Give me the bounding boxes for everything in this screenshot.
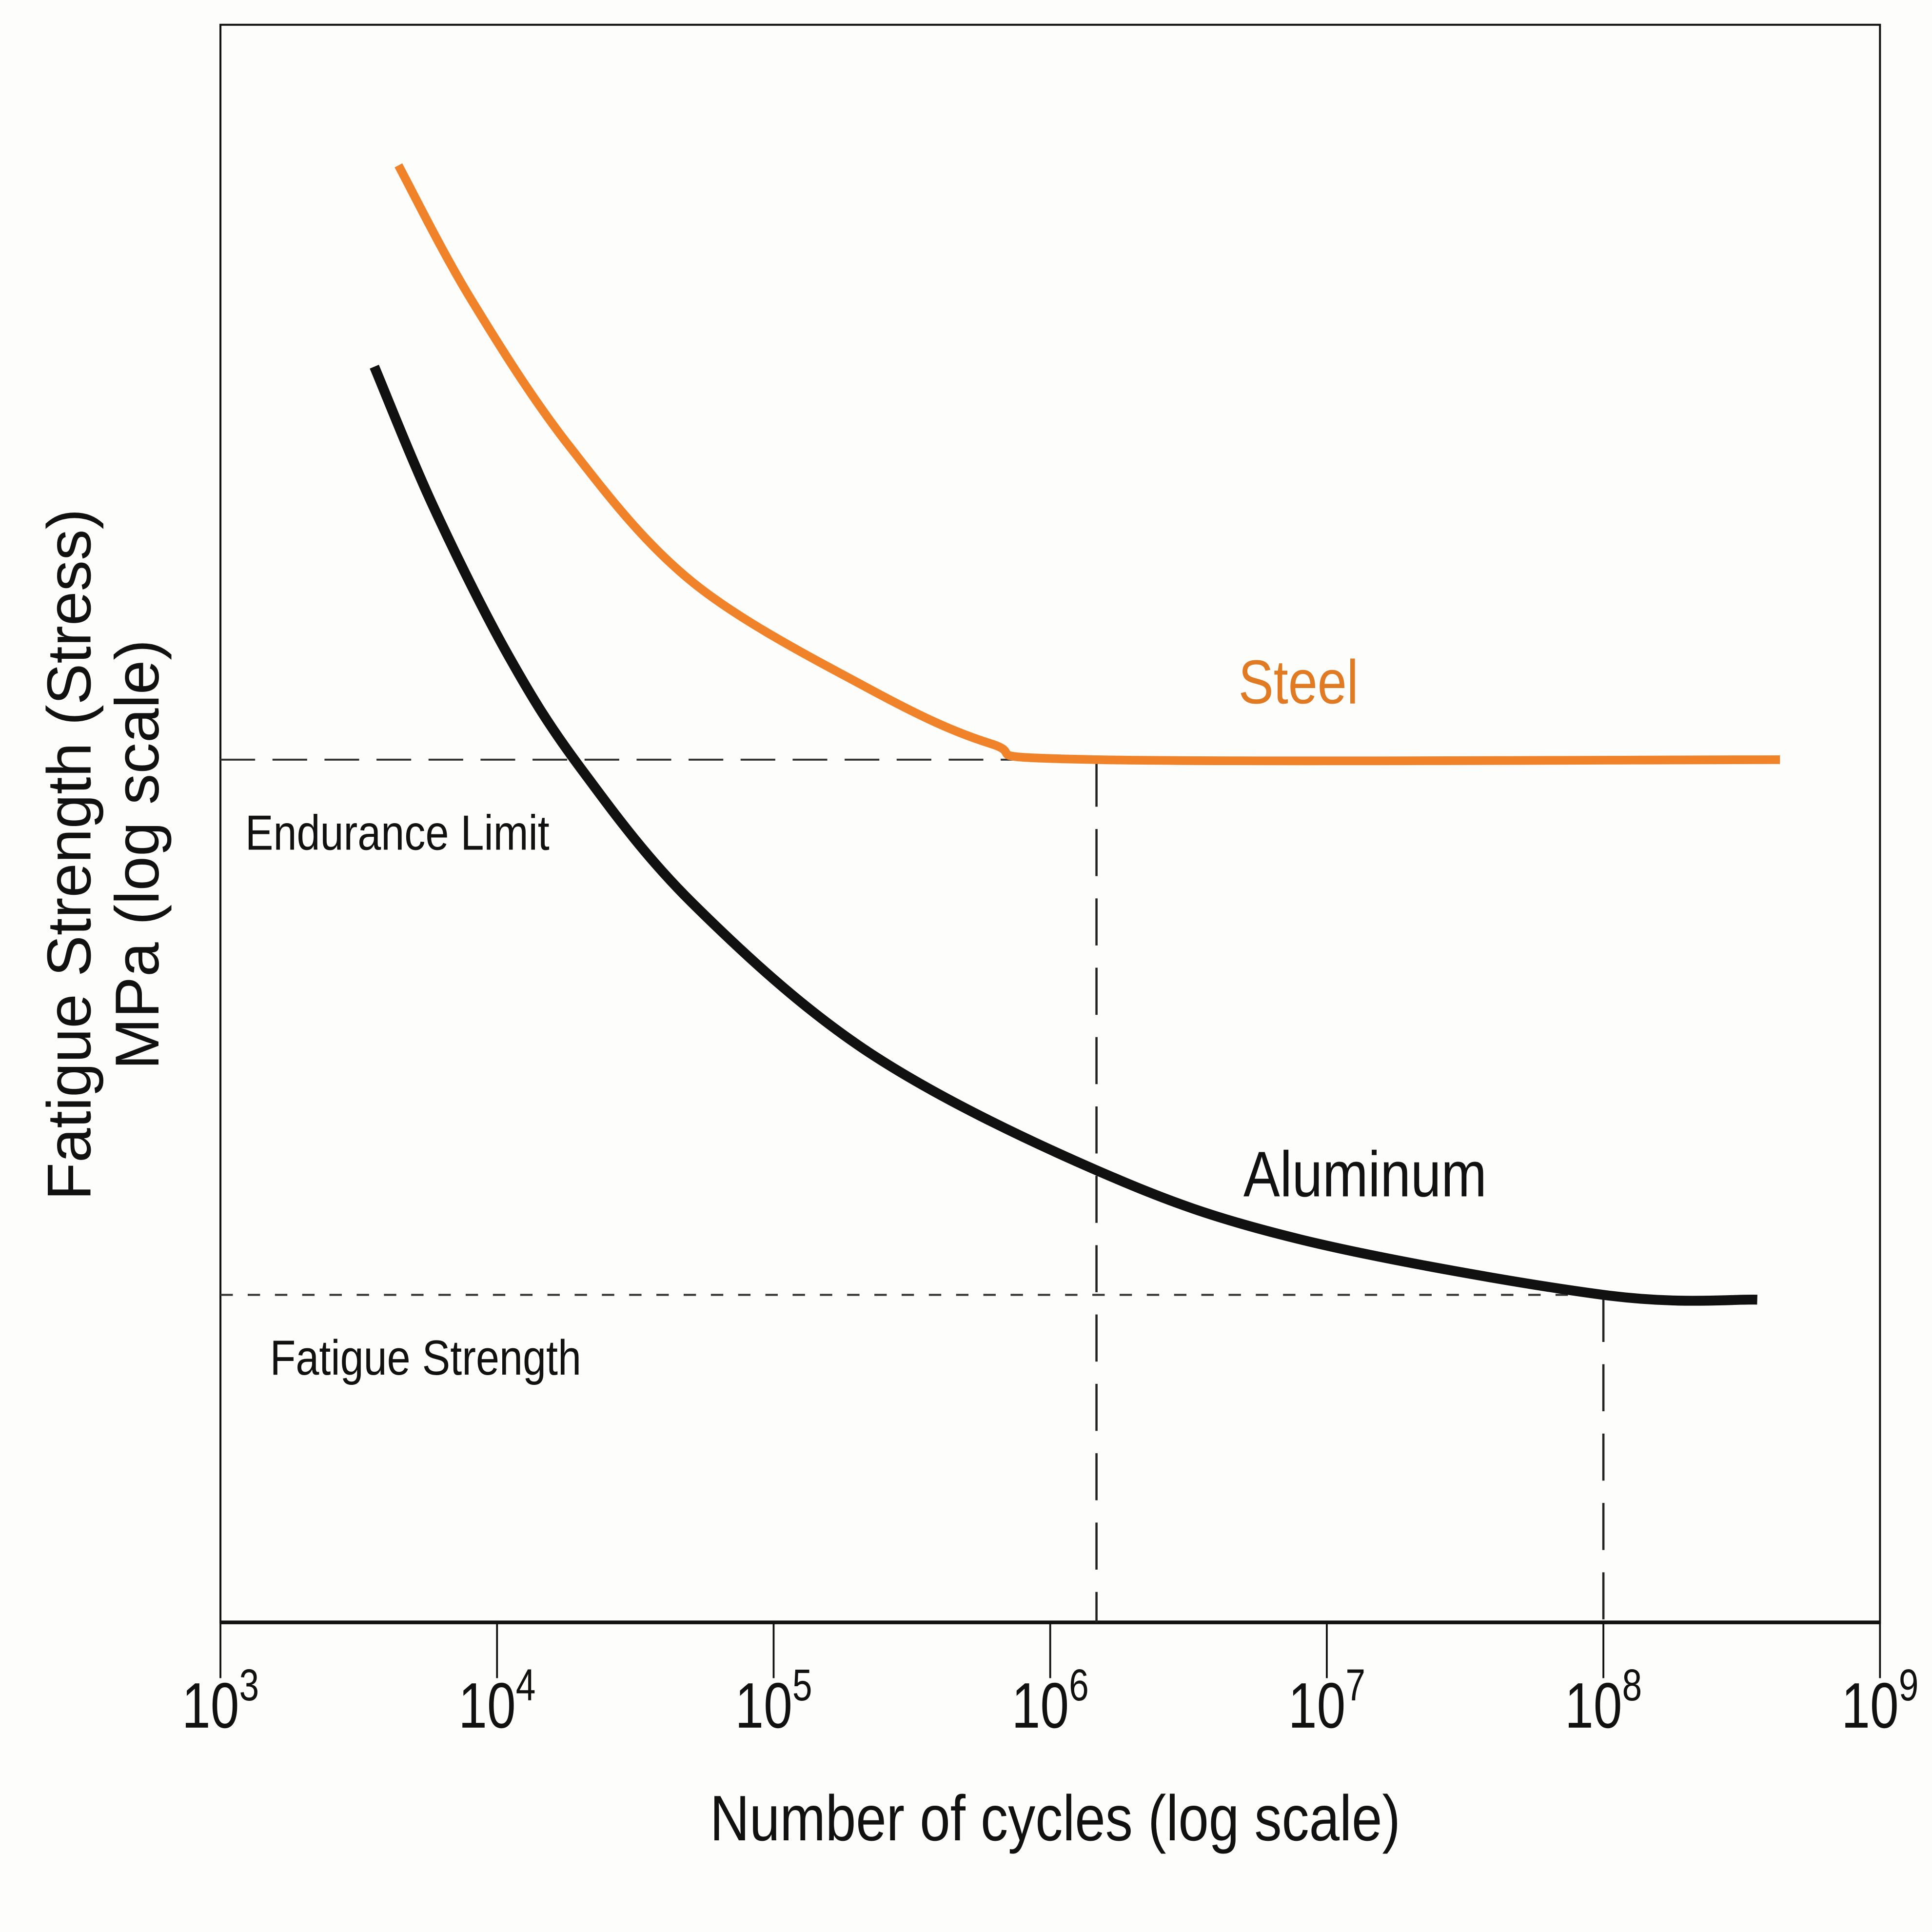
series-line-steel <box>394 163 1780 766</box>
x-tick-label: 109 <box>1841 1660 1918 1741</box>
x-axis-title: Number of cycles (log scale) <box>710 1782 1400 1854</box>
x-tick-label: 103 <box>182 1660 259 1741</box>
series-line-aluminum <box>370 364 1757 1306</box>
series-label-aluminum: Aluminum <box>1243 1138 1487 1210</box>
y-axis-title-line2: MPa (log scale) <box>102 639 172 1069</box>
endurance-limit-label: Endurance Limit <box>245 805 550 860</box>
x-tick-label: 105 <box>735 1660 812 1741</box>
x-tick-label: 108 <box>1565 1660 1642 1741</box>
x-tick-label: 107 <box>1288 1660 1365 1741</box>
fatigue-strength-label: Fatigue Strength <box>270 1330 581 1385</box>
plot-frame <box>219 23 1881 1624</box>
series-label-steel: Steel <box>1239 647 1359 716</box>
x-tick-label: 104 <box>458 1660 535 1741</box>
y-axis-title-line1: Fatigue Strength (Stress) <box>34 509 103 1200</box>
x-tick-label: 106 <box>1012 1660 1089 1741</box>
